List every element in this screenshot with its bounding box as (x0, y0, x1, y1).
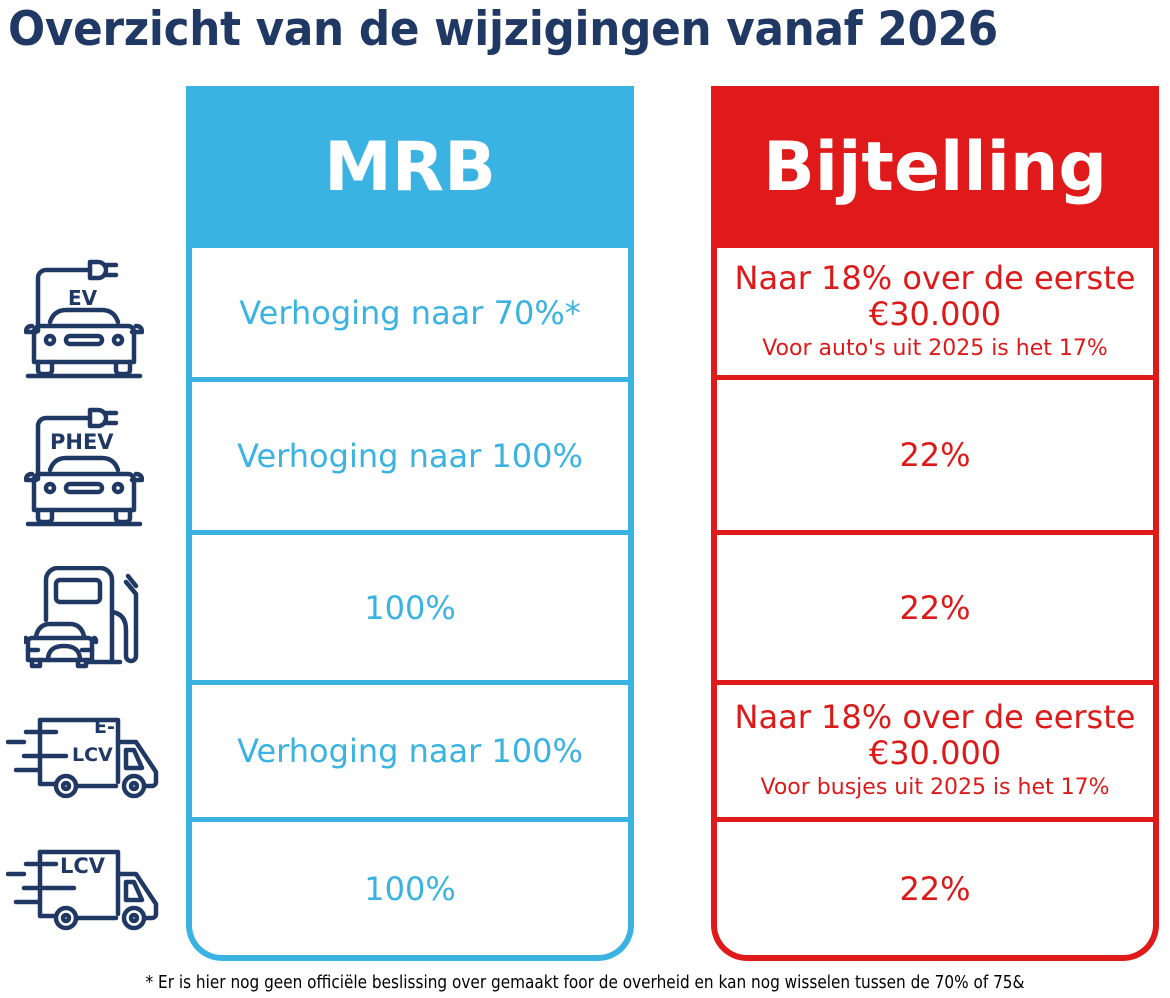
bijtelling-value: 22% (899, 436, 971, 474)
page-title: Overzicht van de wijzigingen vanaf 2026 (8, 2, 998, 57)
e-lcv-label-bottom: LCV (72, 744, 113, 766)
bijtelling-value-amount: €30.000 (868, 294, 1002, 333)
mrb-cell-ev: Verhoging naar 70%* (192, 248, 628, 382)
mrb-value: Verhoging naar 100% (237, 437, 583, 475)
e-lcv-label-top: E- (94, 716, 115, 738)
bijtelling-note: Voor busjes uit 2025 is het 17% (760, 775, 1110, 800)
bijtelling-note: Voor auto's uit 2025 is het 17% (762, 335, 1108, 361)
bijtelling-cell-ev: Naar 18% over de eerste €30.000 Voor aut… (717, 248, 1153, 380)
ev-car-icon: EV (24, 256, 144, 380)
bijtelling-header: Bijtelling (717, 86, 1153, 248)
bijtelling-value: 22% (899, 869, 971, 908)
mrb-column: MRB Verhoging naar 70%* Verhoging naar 1… (186, 86, 634, 961)
bijtelling-cell-fuel: 22% (717, 535, 1153, 685)
bijtelling-value: 22% (899, 588, 971, 627)
mrb-cell-lcv: 100% (192, 822, 628, 955)
phev-car-icon: PHEV (24, 404, 144, 528)
mrb-value: 100% (364, 869, 456, 908)
phev-label: PHEV (50, 430, 114, 454)
bijtelling-cell-elcv: Naar 18% over de eerste €30.000 Voor bus… (717, 685, 1153, 822)
mrb-value: Verhoging naar 70%* (239, 293, 581, 332)
mrb-cell-elcv: Verhoging naar 100% (192, 685, 628, 822)
fuel-pump-car-icon (24, 566, 144, 670)
bijtelling-cell-lcv: 22% (717, 822, 1153, 955)
mrb-header-label: MRB (324, 127, 496, 207)
bijtelling-value-amount: €30.000 (868, 734, 1002, 772)
bijtelling-column: Bijtelling Naar 18% over de eerste €30.0… (711, 86, 1159, 961)
lcv-label: LCV (60, 854, 106, 878)
electric-van-icon: E- LCV (6, 714, 166, 802)
bijtelling-value: Naar 18% over de eerste (734, 258, 1136, 297)
bijtelling-header-label: Bijtelling (762, 127, 1108, 207)
van-icon: LCV (6, 846, 166, 934)
mrb-cell-fuel: 100% (192, 535, 628, 685)
mrb-value: 100% (364, 588, 456, 627)
mrb-cell-phev: Verhoging naar 100% (192, 382, 628, 535)
ev-label: EV (68, 286, 98, 310)
footnote: * Er is hier nog geen officiële beslissi… (145, 972, 1025, 993)
mrb-header: MRB (192, 86, 628, 248)
bijtelling-cell-phev: 22% (717, 380, 1153, 535)
bijtelling-value: Naar 18% over de eerste (734, 698, 1136, 736)
mrb-value: Verhoging naar 100% (237, 732, 583, 770)
